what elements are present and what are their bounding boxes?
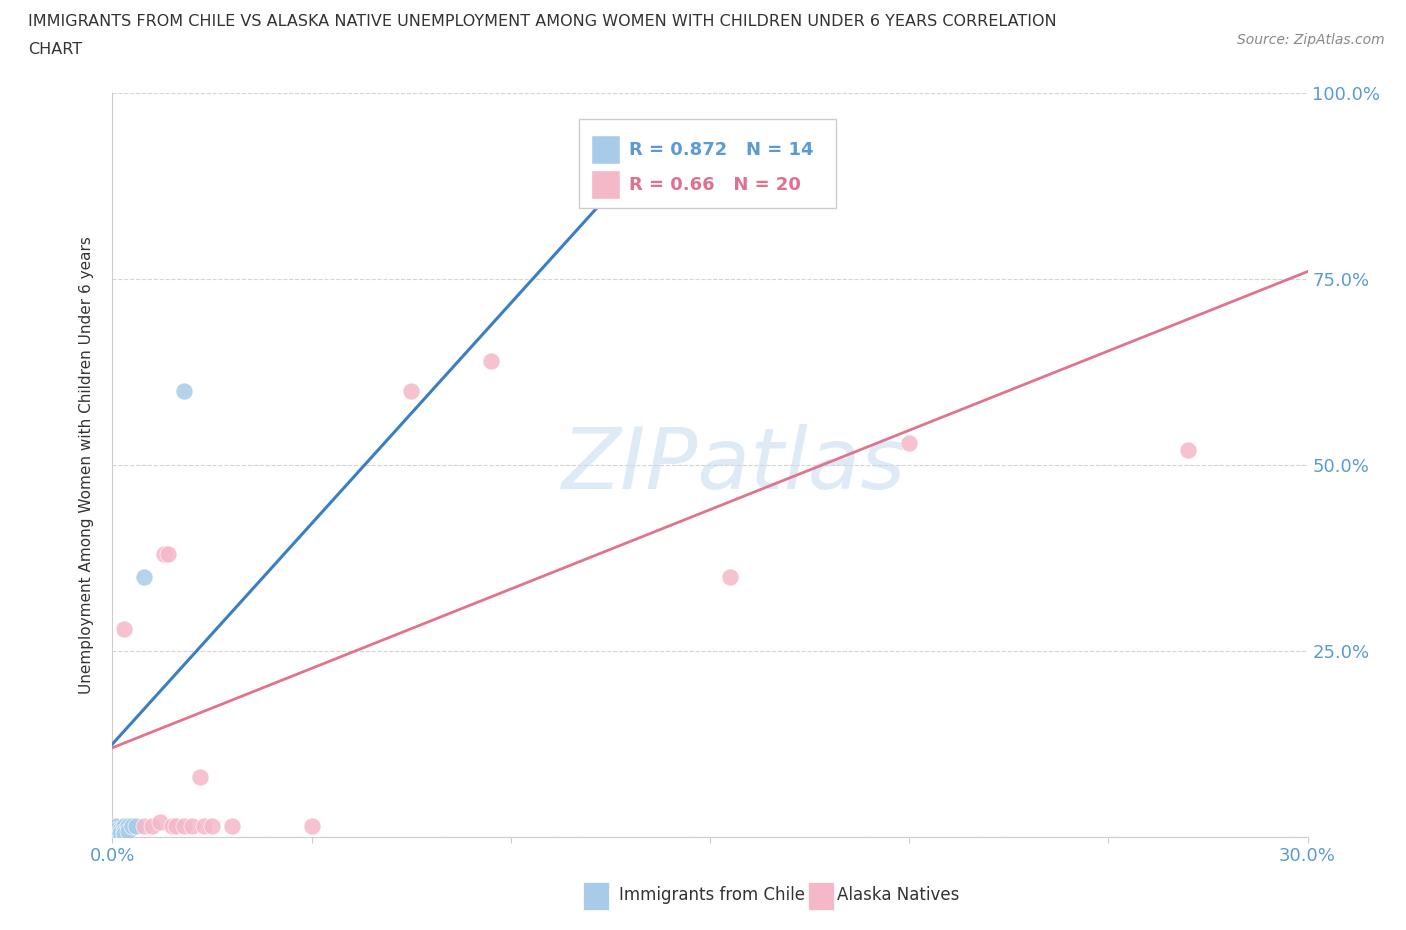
Point bbox=[640, 141, 662, 156]
Point bbox=[114, 824, 135, 839]
Point bbox=[181, 818, 204, 833]
Point bbox=[188, 770, 211, 785]
Point bbox=[134, 818, 156, 833]
Point bbox=[125, 818, 148, 833]
Text: Source: ZipAtlas.com: Source: ZipAtlas.com bbox=[1237, 33, 1385, 46]
Text: ZIPatlas: ZIPatlas bbox=[562, 423, 905, 507]
Point bbox=[1177, 443, 1199, 458]
Point bbox=[105, 818, 128, 833]
Point bbox=[162, 818, 183, 833]
Point bbox=[301, 818, 323, 833]
Point bbox=[221, 818, 243, 833]
Point bbox=[141, 818, 163, 833]
Point bbox=[134, 569, 156, 584]
Text: CHART: CHART bbox=[28, 42, 82, 57]
Point bbox=[718, 569, 741, 584]
Point bbox=[117, 818, 139, 833]
Point bbox=[105, 822, 128, 837]
Point bbox=[117, 824, 139, 839]
Point bbox=[165, 818, 187, 833]
Point bbox=[110, 822, 132, 837]
Point bbox=[114, 621, 135, 636]
Point bbox=[149, 815, 172, 830]
Point bbox=[114, 827, 135, 842]
Point bbox=[401, 383, 423, 398]
Bar bbox=[591, 136, 620, 164]
Text: R = 0.872   N = 14: R = 0.872 N = 14 bbox=[628, 140, 813, 158]
Text: R = 0.66   N = 20: R = 0.66 N = 20 bbox=[628, 176, 800, 193]
Point bbox=[479, 353, 502, 368]
Point bbox=[153, 547, 176, 562]
Point bbox=[110, 826, 132, 841]
Point bbox=[898, 435, 921, 450]
Text: Alaska Natives: Alaska Natives bbox=[837, 885, 959, 904]
Point bbox=[157, 547, 180, 562]
Point bbox=[121, 818, 143, 833]
Point bbox=[201, 818, 224, 833]
Bar bbox=[591, 170, 620, 199]
Point bbox=[173, 818, 195, 833]
Text: Immigrants from Chile: Immigrants from Chile bbox=[619, 885, 804, 904]
Point bbox=[193, 818, 215, 833]
Y-axis label: Unemployment Among Women with Children Under 6 years: Unemployment Among Women with Children U… bbox=[79, 236, 94, 694]
Text: IMMIGRANTS FROM CHILE VS ALASKA NATIVE UNEMPLOYMENT AMONG WOMEN WITH CHILDREN UN: IMMIGRANTS FROM CHILE VS ALASKA NATIVE U… bbox=[28, 14, 1057, 29]
FancyBboxPatch shape bbox=[579, 119, 835, 208]
Point bbox=[173, 383, 195, 398]
Point bbox=[114, 818, 135, 833]
